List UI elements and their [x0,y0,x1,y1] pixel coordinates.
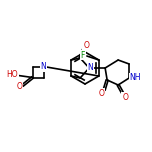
Text: N: N [41,62,46,71]
Text: O: O [98,88,104,97]
Text: N: N [87,64,93,73]
Text: O: O [17,82,22,91]
Text: HO: HO [7,70,18,79]
Text: O: O [83,40,89,50]
Text: F: F [81,50,85,59]
Text: O: O [122,93,128,102]
Text: NH: NH [129,74,141,83]
